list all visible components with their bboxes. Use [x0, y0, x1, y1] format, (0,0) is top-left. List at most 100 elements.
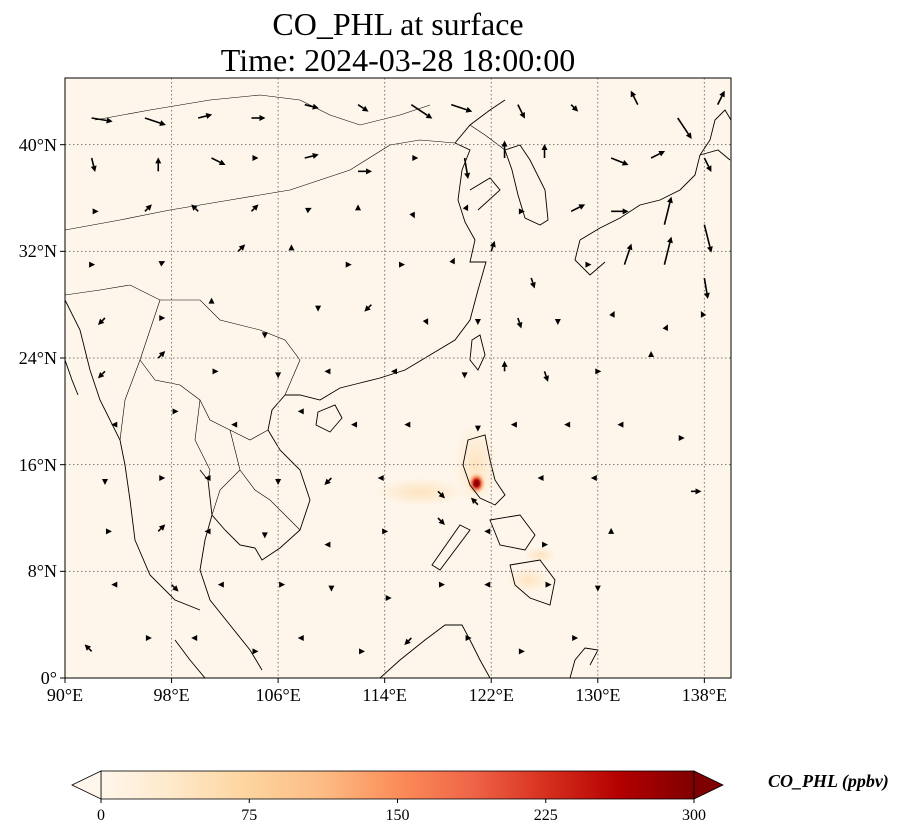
wind-arrow	[703, 277, 710, 299]
lon-tick-label: 98°E	[153, 685, 190, 705]
wind-arrow	[489, 240, 496, 252]
wind-arrow	[463, 157, 471, 179]
map-frame	[64, 77, 732, 679]
wind-arrow	[304, 153, 319, 159]
wind-arrow	[543, 371, 549, 382]
wind-arrow	[510, 421, 517, 428]
colorbar-tick-label: 75	[241, 807, 258, 824]
wind-arrow	[623, 243, 633, 265]
wind-arrow	[385, 595, 392, 601]
wind-arrow	[410, 104, 433, 119]
wind-arrow	[304, 103, 319, 110]
wind-arrow	[170, 584, 179, 592]
wind-arrow	[462, 204, 469, 212]
wind-arrow	[422, 318, 429, 325]
lon-tick-label: 122°E	[468, 685, 514, 705]
wind-arrow	[345, 261, 352, 268]
lat-tick-label: 24°N	[18, 348, 57, 368]
lon-tick-label: 138°E	[681, 685, 727, 705]
map-title: CO_PHL at surface	[272, 6, 524, 42]
wind-arrow	[451, 103, 473, 113]
wind-arrow	[585, 261, 592, 268]
wind-arrow	[570, 204, 586, 213]
wind-arrow	[545, 581, 552, 588]
colorbar-tick-label: 150	[385, 807, 410, 824]
wind-arrow	[212, 368, 219, 375]
wind-arrow	[554, 319, 561, 325]
wind-arrow	[204, 528, 211, 535]
wind-arrow	[484, 528, 491, 535]
map-background	[65, 78, 731, 678]
wind-arrow	[111, 421, 118, 428]
wind-arrow	[594, 585, 601, 592]
wind-arrow	[157, 524, 166, 532]
wind-arrow	[297, 635, 304, 641]
wind-arrow	[609, 311, 615, 318]
lat-tick-label: 40°N	[18, 134, 57, 155]
wind-arrow	[437, 517, 445, 525]
wind-arrow	[211, 157, 226, 165]
wind-arrow	[399, 261, 405, 268]
colorbar-tick-label: 225	[533, 807, 558, 824]
wind-arrow	[97, 317, 106, 325]
wind-arrow	[357, 104, 369, 112]
wind-arrow	[650, 151, 666, 159]
colorbar-extend-min	[71, 770, 102, 800]
wind-arrow	[252, 155, 259, 161]
wind-arrow	[630, 90, 639, 106]
wind-arrow	[144, 117, 166, 126]
wind-arrow	[474, 425, 481, 432]
wind-arrow	[191, 635, 198, 641]
wind-arrow	[518, 648, 525, 655]
wind-arrow	[101, 479, 108, 485]
wind-arrow	[537, 475, 544, 481]
wind-arrow	[328, 585, 335, 592]
wind-arrow	[324, 477, 332, 485]
wind-arrow	[700, 311, 707, 318]
wind-arrow	[590, 475, 597, 481]
lon-tick-label: 114°E	[362, 685, 407, 705]
wind-arrow	[438, 581, 445, 588]
wind-arrow	[518, 208, 525, 215]
wind-arrow	[305, 207, 312, 214]
lon-tick-label: 106°E	[255, 685, 301, 705]
wind-arrow	[542, 541, 549, 548]
axis-tick-marks	[60, 144, 705, 683]
wind-arrow	[564, 421, 571, 428]
wind-arrow	[92, 208, 99, 215]
wind-arrow	[364, 304, 372, 312]
wind-arrow	[105, 528, 112, 535]
wind-arrow	[449, 257, 455, 265]
wind-arrow	[617, 421, 624, 428]
wind-arrow	[541, 144, 548, 158]
wind-arrow	[610, 157, 629, 166]
wind-arrow	[358, 168, 373, 175]
wind-arrow	[461, 372, 468, 379]
wind-arrow	[355, 204, 362, 211]
wind-arrow	[691, 488, 702, 495]
wind-vectors	[84, 90, 725, 655]
colorbar-tick-label: 300	[682, 807, 706, 824]
lat-tick-label: 0°	[40, 668, 57, 688]
wind-arrow	[279, 581, 286, 588]
wind-arrow	[217, 581, 224, 588]
wind-arrow	[191, 204, 199, 212]
wind-arrow	[144, 204, 152, 212]
wind-arrow	[663, 196, 673, 225]
wind-arrow	[204, 475, 211, 481]
lat-tick-label: 8°N	[27, 561, 57, 582]
wind-arrow	[648, 351, 655, 357]
wind-arrow	[198, 113, 213, 119]
wind-arrow	[465, 635, 472, 641]
wind-arrow	[111, 581, 118, 588]
wind-arrow	[145, 635, 152, 641]
wind-arrow	[237, 244, 246, 252]
wind-arrow	[716, 90, 725, 106]
wind-arrow	[474, 319, 481, 325]
lat-tick-label: 16°N	[18, 454, 57, 475]
wind-arrow	[663, 236, 673, 265]
wind-arrow	[404, 637, 412, 645]
colorbar-extend-max	[693, 770, 724, 800]
wind-arrow	[208, 297, 215, 304]
